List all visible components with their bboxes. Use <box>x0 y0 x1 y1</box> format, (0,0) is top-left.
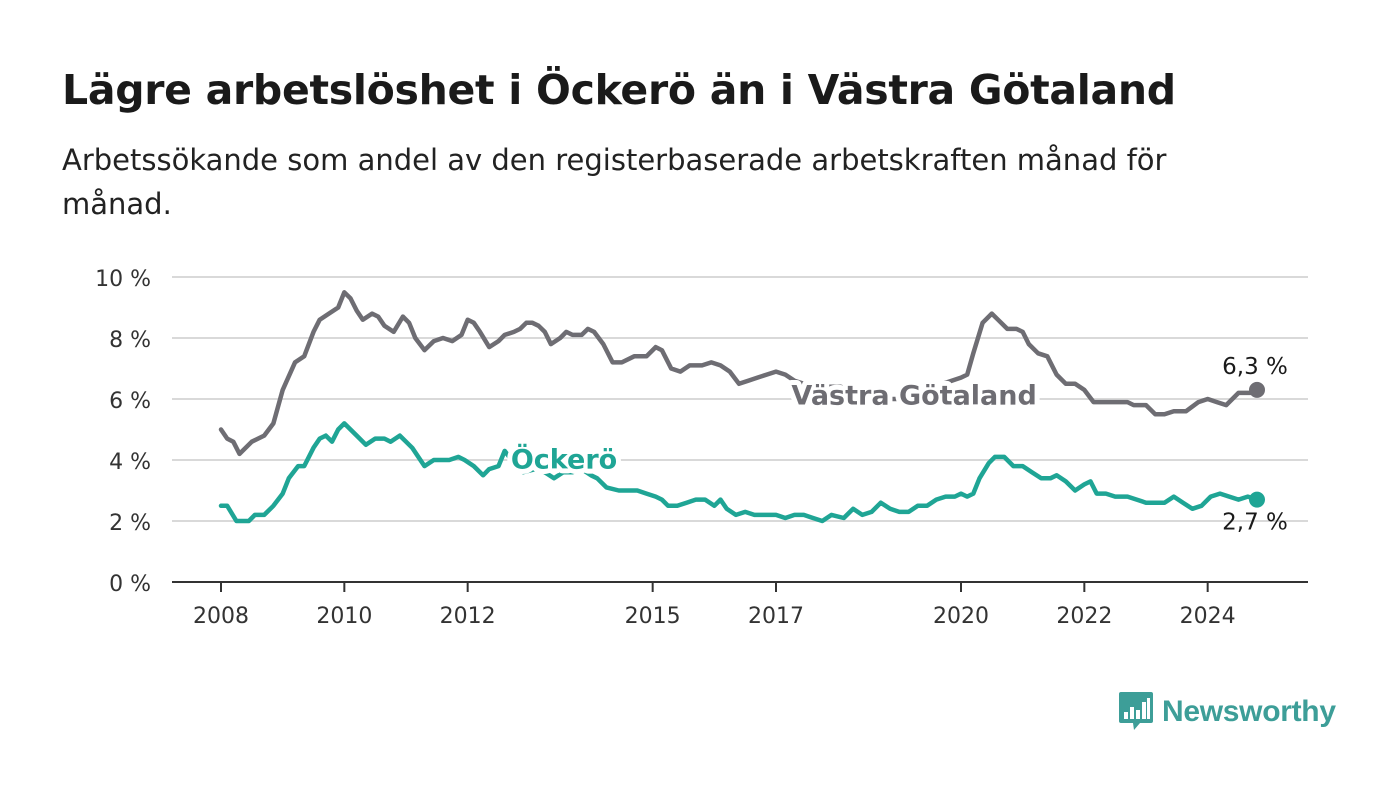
series-end-point <box>1249 491 1265 508</box>
x-axis-ticks: 2008 2010 2012 2015 2017 2020 2022 2024 <box>193 582 1236 629</box>
series-annotation-label: Västra Götaland <box>791 380 1036 411</box>
x-tick-label: 2022 <box>1056 604 1112 629</box>
y-tick-label: 6 % <box>109 389 151 414</box>
chart-title: Lägre arbetslöshet i Öckerö än i Västra … <box>62 66 1176 114</box>
series-end-point <box>1249 381 1265 398</box>
series-line <box>218 290 1260 457</box>
newsworthy-logo: Newsworthy <box>1118 690 1336 734</box>
chart-subtitle: Arbetssökande som andel av den registerb… <box>62 143 1167 221</box>
x-tick-label: 2012 <box>440 604 496 629</box>
x-tick-label: 2008 <box>193 604 249 629</box>
series-annotation-label: Öckerö <box>511 442 617 475</box>
y-tick-label: 2 % <box>109 511 151 536</box>
x-tick-label: 2024 <box>1180 604 1236 629</box>
grid-lines <box>172 276 1308 583</box>
end-value-label: 6,3 % <box>1222 354 1288 380</box>
series-lines <box>218 290 1265 524</box>
x-tick-label: 2017 <box>748 604 804 629</box>
y-tick-label: 4 % <box>109 450 151 475</box>
x-tick-label: 2010 <box>316 604 372 629</box>
y-tick-label: 8 % <box>109 328 151 353</box>
y-tick-label: 10 % <box>95 267 151 292</box>
series-line <box>218 421 1260 524</box>
y-axis-ticks: 0 % 2 % 4 % 6 % 8 % 10 % <box>95 267 151 597</box>
x-tick-label: 2020 <box>933 604 989 629</box>
newsworthy-bar-chart-icon <box>1119 692 1153 730</box>
y-tick-label: 0 % <box>109 572 151 597</box>
series-annotations: 6,3 % 2,7 % Västra Götaland Öckerö <box>506 354 1288 536</box>
end-value-label: 2,7 % <box>1222 510 1288 536</box>
x-tick-label: 2015 <box>625 604 681 629</box>
brand-name: Newsworthy <box>1162 695 1336 728</box>
